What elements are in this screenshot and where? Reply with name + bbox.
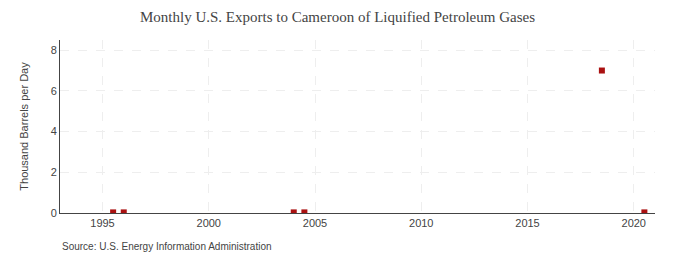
svg-text:2015: 2015 — [515, 217, 539, 229]
svg-text:Monthly U.S. Exports to Camero: Monthly U.S. Exports to Cameroon of Liqu… — [140, 9, 535, 25]
svg-text:8: 8 — [51, 44, 57, 56]
svg-text:6: 6 — [51, 85, 57, 97]
svg-text:2020: 2020 — [622, 217, 646, 229]
svg-text:Thousand Barrels per Day: Thousand Barrels per Day — [18, 62, 30, 191]
svg-text:4: 4 — [51, 125, 57, 137]
svg-text:2000: 2000 — [197, 217, 221, 229]
svg-text:0: 0 — [51, 207, 57, 219]
svg-text:Source: U.S. Energy Informatio: Source: U.S. Energy Information Administ… — [62, 241, 272, 252]
svg-text:2010: 2010 — [409, 217, 433, 229]
svg-text:1995: 1995 — [90, 217, 114, 229]
svg-text:2005: 2005 — [303, 217, 327, 229]
svg-text:2: 2 — [51, 166, 57, 178]
